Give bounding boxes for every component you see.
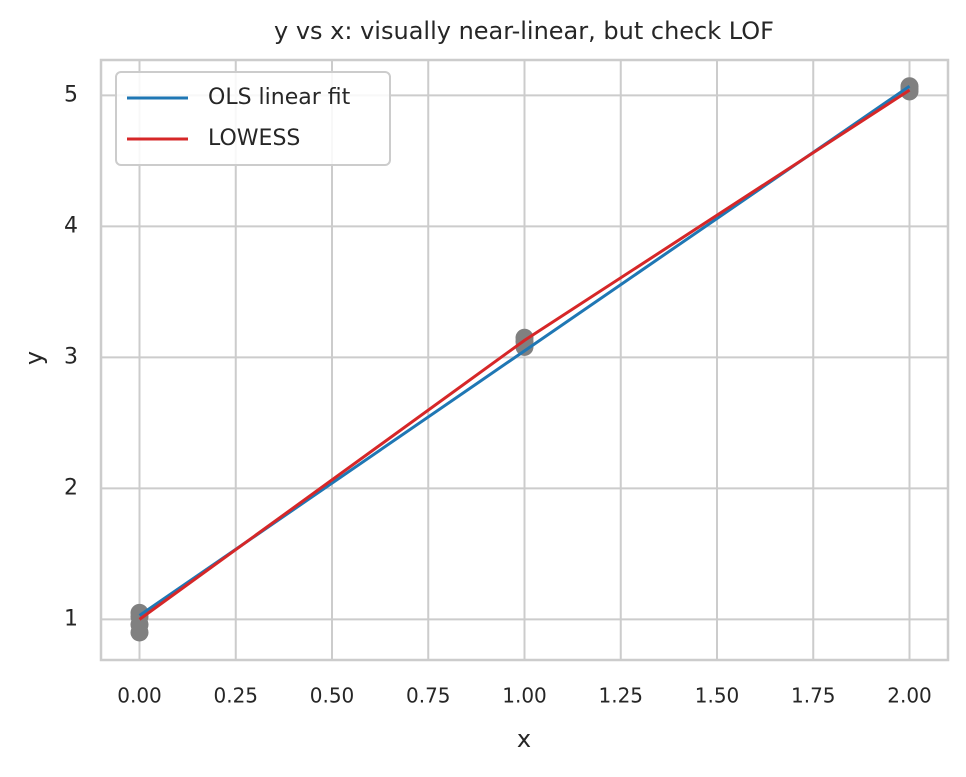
y-axis-label: y [20, 351, 48, 365]
fit-line [138, 88, 911, 621]
x-tick-label: 0.00 [117, 684, 162, 708]
x-tick-label: 1.25 [598, 684, 643, 708]
plot-frame [99, 58, 950, 662]
y-tick-label: 3 [64, 344, 78, 369]
y-tick-label: 4 [64, 213, 78, 238]
legend-label: LOWESS [208, 126, 300, 151]
legend-box [115, 71, 391, 166]
x-tick-label: 2.00 [887, 684, 932, 708]
legend: OLS linear fit LOWESS [115, 71, 391, 166]
y-tick-label: 5 [64, 82, 78, 107]
data-point [130, 623, 149, 642]
y-tick-label: 2 [64, 475, 78, 500]
chart-title: y vs x: visually near-linear, but check … [274, 17, 774, 45]
x-tick-label: 1.50 [695, 684, 740, 708]
x-axis-label: x [517, 725, 531, 753]
x-tick-label: 0.50 [310, 684, 355, 708]
x-tick-label: 1.75 [791, 684, 836, 708]
x-tick-label: 0.25 [213, 684, 258, 708]
y-tick-label: 1 [64, 606, 78, 631]
x-tick-label: 1.00 [502, 684, 547, 708]
x-tick-label: 0.75 [406, 684, 451, 708]
legend-label: OLS linear fit [208, 85, 351, 110]
